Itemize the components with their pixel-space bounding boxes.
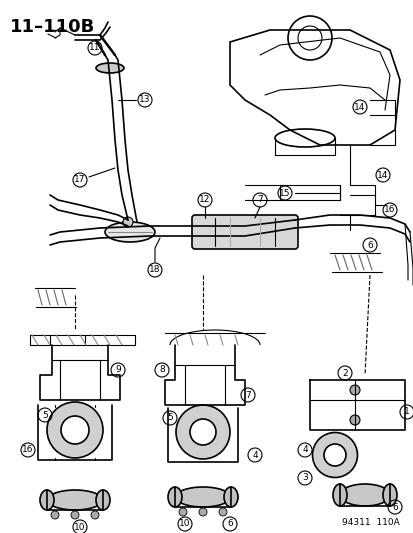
Circle shape [176,405,230,459]
Circle shape [47,402,103,458]
Text: 6: 6 [391,503,397,512]
Text: 1: 1 [403,408,409,416]
Text: 16: 16 [22,446,34,455]
Ellipse shape [339,484,389,506]
Ellipse shape [312,432,357,478]
Text: 15: 15 [279,189,290,198]
Text: 94311  110A: 94311 110A [342,518,399,527]
Text: 7: 7 [256,196,262,205]
Text: 17: 17 [74,175,85,184]
Circle shape [51,511,59,519]
Ellipse shape [332,484,346,506]
Circle shape [71,511,79,519]
Text: 14: 14 [354,102,365,111]
Text: 4: 4 [301,446,307,455]
Text: 10: 10 [74,522,85,531]
Text: 13: 13 [139,95,150,104]
Ellipse shape [382,484,396,506]
Ellipse shape [175,487,230,507]
Circle shape [218,508,226,516]
Ellipse shape [96,63,124,73]
Text: 5: 5 [42,410,48,419]
Circle shape [91,511,99,519]
Text: 9: 9 [115,366,121,375]
Circle shape [199,508,206,516]
Text: 12: 12 [199,196,210,205]
Circle shape [123,217,133,227]
Ellipse shape [96,490,110,510]
Text: 18: 18 [149,265,160,274]
Circle shape [61,416,89,444]
Text: 6: 6 [227,520,232,529]
Circle shape [349,415,359,425]
Text: 6: 6 [366,240,372,249]
Text: 16: 16 [383,206,395,214]
Text: 7: 7 [244,391,250,400]
Ellipse shape [323,444,345,466]
Circle shape [178,508,187,516]
Ellipse shape [223,487,237,507]
Text: 8: 8 [159,366,164,375]
Ellipse shape [40,490,54,510]
Circle shape [349,385,359,395]
Text: 14: 14 [376,171,388,180]
Text: 5: 5 [167,414,173,423]
Ellipse shape [168,487,182,507]
Ellipse shape [105,222,154,242]
Circle shape [190,419,216,445]
Text: 2: 2 [342,368,347,377]
Text: 4: 4 [252,450,257,459]
Text: 11–110B: 11–110B [10,18,95,36]
FancyBboxPatch shape [192,215,297,249]
Ellipse shape [47,490,102,510]
Text: 11: 11 [89,44,100,52]
Text: 10: 10 [179,520,190,529]
Text: 3: 3 [301,473,307,482]
